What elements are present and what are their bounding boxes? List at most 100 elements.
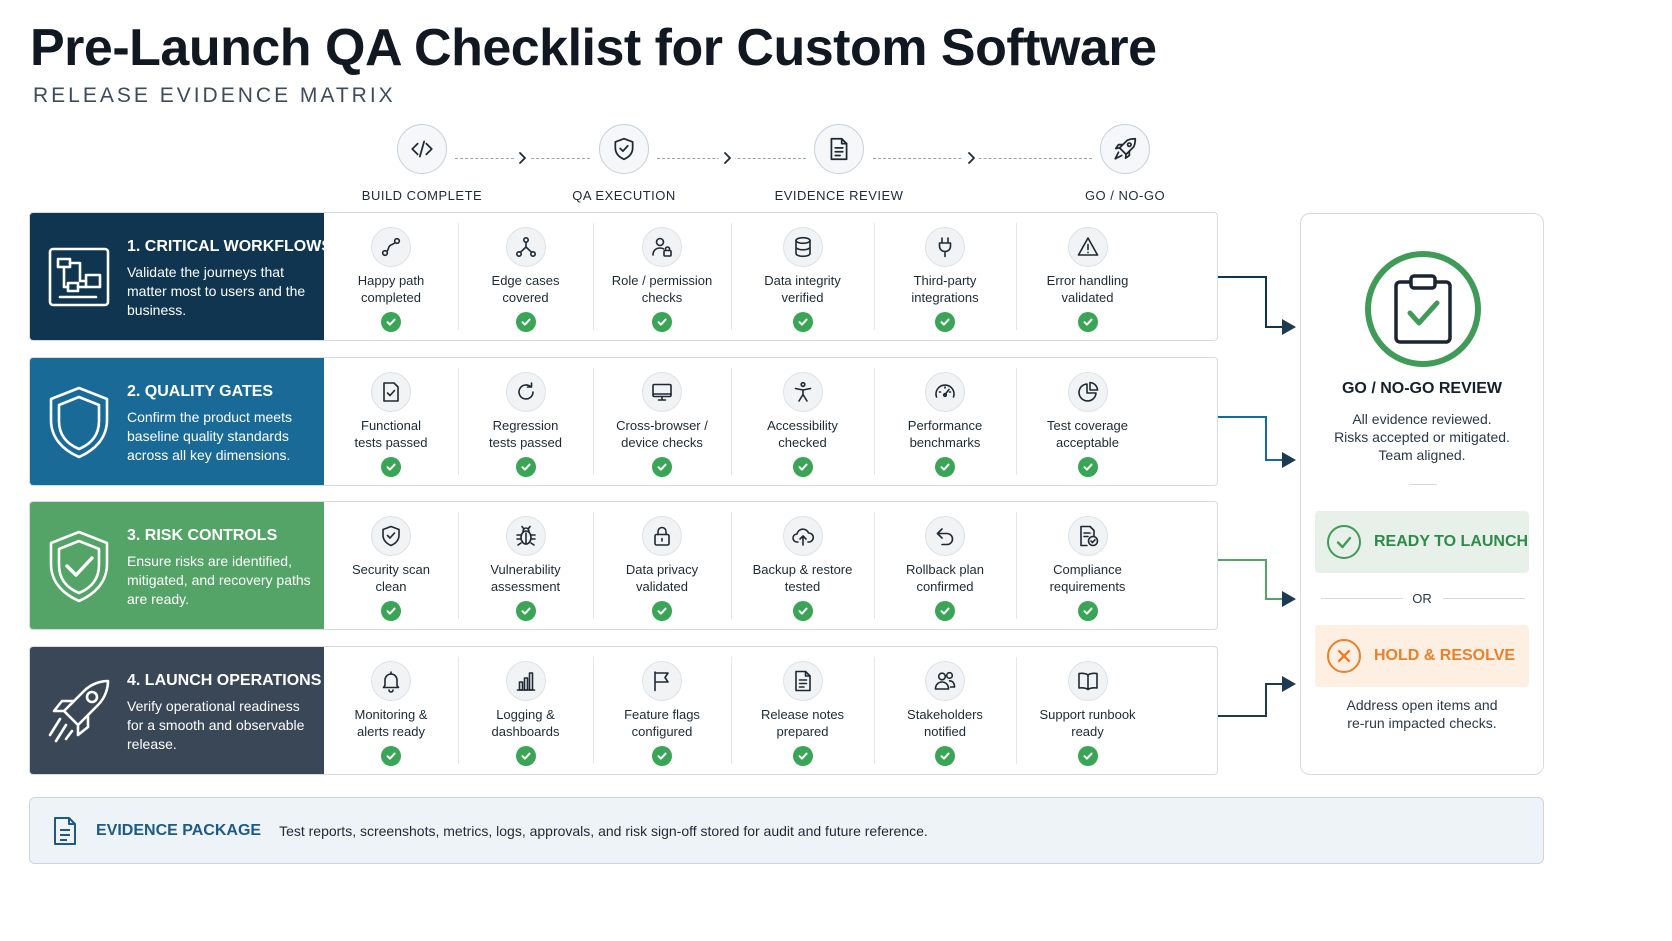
- chevron-right-icon: [514, 150, 530, 166]
- page-title: Pre-Launch QA Checklist for Custom Softw…: [30, 19, 1157, 77]
- book-icon: [1067, 661, 1108, 701]
- checklist-item: Rollback plan confirmed: [874, 502, 1016, 629]
- flag-icon: [642, 661, 682, 701]
- checklist-item: Regression tests passed: [458, 358, 593, 485]
- item-label: Feature flags configured: [624, 707, 700, 739]
- stage-evidence-review: EVIDENCE REVIEW: [759, 124, 919, 203]
- bell-icon: [371, 661, 411, 701]
- connector-risk: [1218, 559, 1296, 607]
- hold-note-line: re-run impacted checks.: [1347, 715, 1497, 731]
- check-icon: [792, 746, 813, 766]
- checklist-item: Test coverage acceptable: [1016, 358, 1159, 485]
- item-label: Data integrity verified: [764, 273, 841, 305]
- item-label: Vulnerability assessment: [490, 562, 561, 594]
- go-no-go-panel: GO / NO-GO REVIEW All evidence reviewed.…: [1300, 213, 1544, 775]
- check-icon: [935, 746, 955, 766]
- checklist-item: Functional tests passed: [324, 358, 458, 485]
- item-label: Functional tests passed: [354, 418, 428, 450]
- evidence-package-bar: EVIDENCE PACKAGE Test reports, screensho…: [29, 797, 1544, 864]
- check-icon: [792, 601, 813, 621]
- checklist-item: Security scan clean: [324, 502, 458, 629]
- stage-label: BUILD COMPLETE: [361, 188, 483, 203]
- stage-label: EVIDENCE REVIEW: [774, 188, 904, 203]
- hold-and-resolve-outcome: HOLD & RESOLVE: [1315, 625, 1529, 687]
- row-title: 1. CRITICAL WORKFLOWS: [127, 238, 333, 255]
- bar-chart-icon: [505, 661, 546, 701]
- item-label: Compliance requirements: [1049, 562, 1126, 594]
- check-icon: [515, 601, 536, 621]
- check-icon: [1077, 601, 1098, 621]
- row-header: 2. QUALITY GATES Confirm the product meet…: [30, 358, 324, 485]
- item-label: Role / permission checks: [611, 273, 713, 305]
- item-label: Third-party integrations: [911, 273, 979, 305]
- checklist-item: Accessibility checked: [731, 358, 874, 485]
- item-label: Data privacy validated: [625, 562, 699, 594]
- close-circle-icon: [1327, 639, 1361, 673]
- refresh-icon: [505, 372, 546, 412]
- users-icon: [925, 661, 965, 701]
- hold-note: Address open items and re-run impacted c…: [1301, 696, 1543, 732]
- checklist-item: Stakeholders notified: [874, 647, 1016, 774]
- row-description: Validate the journeys that matter most t…: [127, 264, 306, 318]
- row-items: Security scan clean Vulnerability assessm…: [324, 502, 1217, 629]
- item-label: Cross-browser / device checks: [616, 418, 708, 450]
- row-title: 4. LAUNCH OPERATIONS: [127, 672, 322, 689]
- item-label: Test coverage acceptable: [1047, 418, 1128, 450]
- checklist-item: Monitoring & alerts ready: [324, 647, 458, 774]
- checklist-row: 4. LAUNCH OPERATIONS Verify operational r…: [29, 646, 1218, 775]
- checklist-item: Error handling validated: [1016, 213, 1159, 340]
- database-icon: [782, 227, 823, 267]
- bug-icon: [505, 516, 546, 556]
- checklist-item: Cross-browser / device checks: [593, 358, 731, 485]
- clipboard-check-icon: [1365, 251, 1481, 367]
- ready-to-launch-outcome: READY TO LAUNCH: [1315, 511, 1529, 573]
- row-title: 3. RISK CONTROLS: [127, 527, 278, 544]
- workflow-icon: [46, 235, 112, 319]
- stage-go-no-go: GO / NO-GO: [1045, 124, 1205, 203]
- stage-build-complete: BUILD COMPLETE: [342, 124, 502, 203]
- warning-icon: [1067, 227, 1108, 267]
- checklist-icon: [371, 372, 411, 412]
- check-icon: [652, 746, 672, 766]
- check-icon: [935, 457, 955, 477]
- item-label: Happy path completed: [357, 273, 425, 305]
- shield-check-icon: [599, 124, 649, 174]
- row-header: 1. CRITICAL WORKFLOWS Validate the journe…: [30, 213, 332, 340]
- item-label: Monitoring & alerts ready: [354, 707, 428, 739]
- check-icon: [381, 746, 401, 766]
- checklist-item: Data privacy validated: [593, 502, 731, 629]
- divider: [1443, 598, 1525, 599]
- row-header: 3. RISK CONTROLS Ensure risks are identif…: [30, 502, 324, 629]
- page-subtitle: RELEASE EVIDENCE MATRIX: [33, 84, 396, 107]
- shield-check-icon: [371, 516, 411, 556]
- document-icon: [814, 124, 864, 174]
- check-circle-icon: [1327, 525, 1361, 559]
- stage-label: QA EXECUTION: [572, 188, 676, 203]
- cloud-upload-icon: [782, 516, 823, 556]
- checklist-item: Happy path completed: [324, 213, 458, 340]
- checklist-row: 2. QUALITY GATES Confirm the product meet…: [29, 357, 1218, 486]
- review-line: All evidence reviewed.: [1352, 411, 1492, 427]
- row-description: Confirm the product meets baseline quali…: [127, 409, 292, 463]
- plug-icon: [925, 227, 965, 267]
- connector-quality: [1218, 416, 1296, 468]
- checklist-item: Logging & dashboards: [458, 647, 593, 774]
- checklist-item: Third-party integrations: [874, 213, 1016, 340]
- check-icon: [935, 312, 955, 332]
- chevron-right-icon: [963, 150, 979, 166]
- checklist-item: Compliance requirements: [1016, 502, 1159, 629]
- checklist-item: Performance benchmarks: [874, 358, 1016, 485]
- check-icon: [515, 746, 536, 766]
- hold-label: HOLD & RESOLVE: [1374, 647, 1516, 664]
- item-label: Performance benchmarks: [907, 418, 983, 450]
- item-label: Logging & dashboards: [491, 707, 560, 739]
- checklist-item: Backup & restore tested: [731, 502, 874, 629]
- stage-label: GO / NO-GO: [1084, 188, 1166, 203]
- check-icon: [1077, 746, 1098, 766]
- checklist-item: Role / permission checks: [593, 213, 731, 340]
- checklist-item: Support runbook ready: [1016, 647, 1159, 774]
- flow-connector: [873, 158, 1092, 159]
- check-icon: [652, 312, 672, 332]
- path-icon: [371, 227, 411, 267]
- check-icon: [381, 312, 401, 332]
